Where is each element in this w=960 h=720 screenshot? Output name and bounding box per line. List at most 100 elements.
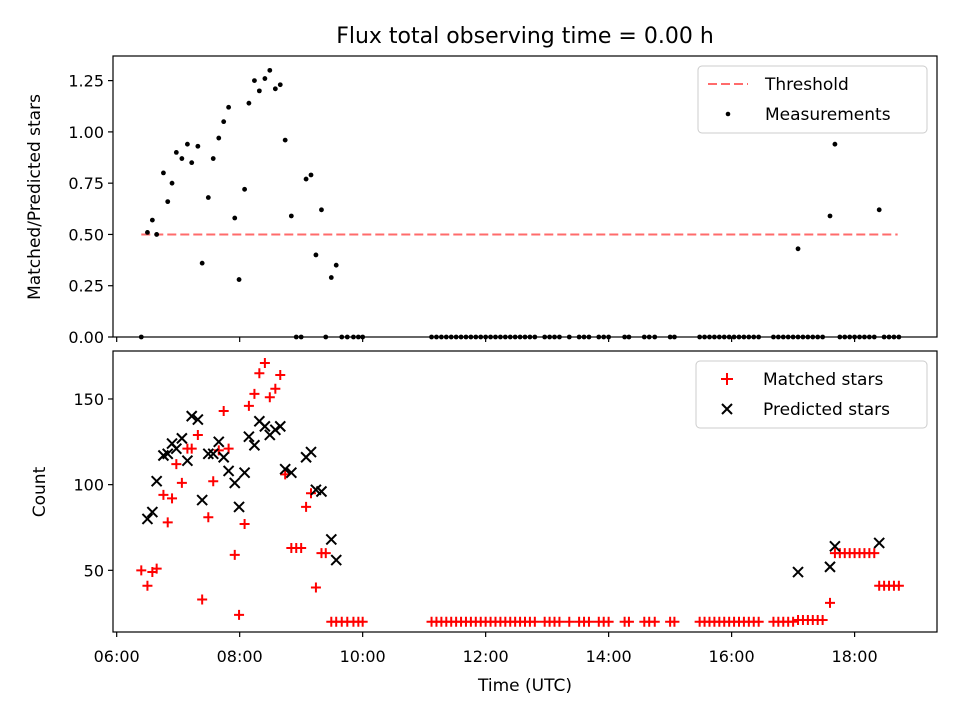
measurement-point (262, 76, 268, 81)
matched-star-point (162, 517, 173, 528)
measurement-point (169, 180, 175, 186)
matched-star-point (529, 616, 540, 627)
measurement-point (795, 246, 801, 252)
predicted-star-point (196, 494, 208, 506)
measurement-point (216, 135, 222, 141)
matched-star-point (192, 429, 203, 440)
predicted-star-point (176, 432, 188, 445)
predicted-star-point (186, 410, 198, 422)
measurement-point (288, 213, 294, 219)
figure-title: Flux total observing time = 0.00 h (336, 24, 714, 49)
ratio-y-axis-label: Matched/Predicted stars (25, 94, 45, 300)
ratio-y-tick-label: 0.25 (68, 277, 104, 296)
measurement-point (303, 176, 309, 182)
predicted-star-points (141, 410, 885, 578)
measurement-point (252, 78, 257, 84)
measurement-point (313, 252, 319, 258)
predicted-star-point (181, 454, 194, 467)
matched-star-point (223, 443, 234, 454)
matched-star-point (239, 519, 250, 530)
x-tick-label: 10:00 (340, 647, 386, 666)
predicted-stars-legend-swatch (721, 403, 733, 415)
measurement-point (199, 260, 205, 266)
ratio-legend: Threshold Measurements (697, 65, 928, 134)
predicted-stars-legend-label: Predicted stars (763, 400, 890, 420)
matched-star-point (229, 549, 240, 560)
measurement-point (832, 141, 838, 147)
ratio-y-tick-label: 0.50 (68, 225, 104, 244)
matched-star-point (186, 443, 197, 454)
x-tick-label: 06:00 (94, 647, 140, 666)
matched-star-point (306, 488, 317, 499)
matched-star-point (270, 383, 281, 394)
matched-star-point (603, 616, 614, 627)
predicted-star-point (150, 475, 163, 487)
threshold-legend-label: Threshold (764, 75, 849, 95)
matched-star-point (669, 616, 680, 627)
predicted-star-point (146, 506, 159, 518)
matched-star-point (136, 565, 147, 576)
predicted-star-point (285, 466, 298, 479)
measurement-point (272, 86, 278, 92)
x-tick-label: 16:00 (709, 647, 755, 666)
matched-stars-legend-label: Matched stars (763, 370, 883, 390)
matched-star-point (623, 616, 634, 627)
measurement-points (138, 67, 902, 340)
count-y-tick-label: 100 (73, 476, 104, 495)
measurement-point (205, 195, 211, 200)
matched-star-point (788, 616, 799, 627)
predicted-star-point (141, 513, 154, 525)
x-tick-label: 18:00 (832, 647, 878, 666)
measurement-point (319, 207, 324, 213)
measurement-point (210, 156, 216, 161)
predicted-star-point (202, 448, 215, 460)
measurement-point (328, 275, 334, 280)
matched-star-point (197, 594, 208, 605)
measurement-point (236, 277, 242, 282)
matched-star-point (320, 548, 331, 559)
matched-star-point (243, 400, 254, 411)
count-legend-box (695, 360, 928, 429)
matched-star-point (249, 388, 260, 399)
matched-star-point (254, 368, 265, 379)
matched-star-point (583, 616, 594, 627)
measurements-legend-label: Measurements (765, 105, 891, 125)
predicted-star-point (222, 465, 235, 477)
matched-star-point (171, 459, 182, 470)
count-y-axis-label: Count (30, 466, 50, 517)
matched-star-point (564, 616, 575, 627)
measurement-point (145, 229, 150, 235)
predicted-star-point (279, 463, 291, 475)
predicted-star-point (217, 451, 230, 463)
measurement-point (308, 172, 314, 178)
measurement-point (876, 207, 882, 213)
matched-star-point (234, 609, 245, 620)
matched-star-point (825, 597, 836, 608)
predicted-star-point (192, 413, 204, 426)
x-axis-label: Time (UTC) (477, 676, 572, 696)
measurement-point (185, 141, 190, 147)
count-axes-frame (112, 350, 938, 633)
predicted-star-point (330, 554, 342, 566)
matched-star-point (203, 512, 214, 523)
predicted-star-point (207, 448, 219, 460)
ratio-y-ticks: 0.00 0.25 0.50 0.75 1.00 1.25 (68, 72, 113, 347)
measurement-point (161, 170, 166, 176)
predicted-star-point (238, 466, 251, 479)
x-tick-label: 08:00 (217, 647, 263, 666)
measurement-point (282, 137, 288, 143)
ratio-panel: 0.00 0.25 0.50 0.75 1.00 1.25 Matched/Predict… (25, 55, 938, 347)
predicted-star-point (269, 424, 282, 436)
measurement-point (256, 88, 262, 94)
count-panel: 06:00 08:00 10:00 12:00 14:00 16:00 18:00 50 10… (30, 350, 938, 696)
matched-star-point (753, 616, 764, 627)
predicted-star-point (233, 501, 245, 513)
ratio-x-ticks (116, 337, 856, 342)
predicted-star-point (824, 561, 836, 573)
ratio-y-tick-label: 1.00 (68, 123, 104, 142)
matched-star-point (158, 489, 169, 500)
ratio-legend-box (697, 65, 928, 134)
predicted-star-point (315, 485, 328, 498)
count-y-ticks: 50 100 150 (73, 390, 113, 580)
